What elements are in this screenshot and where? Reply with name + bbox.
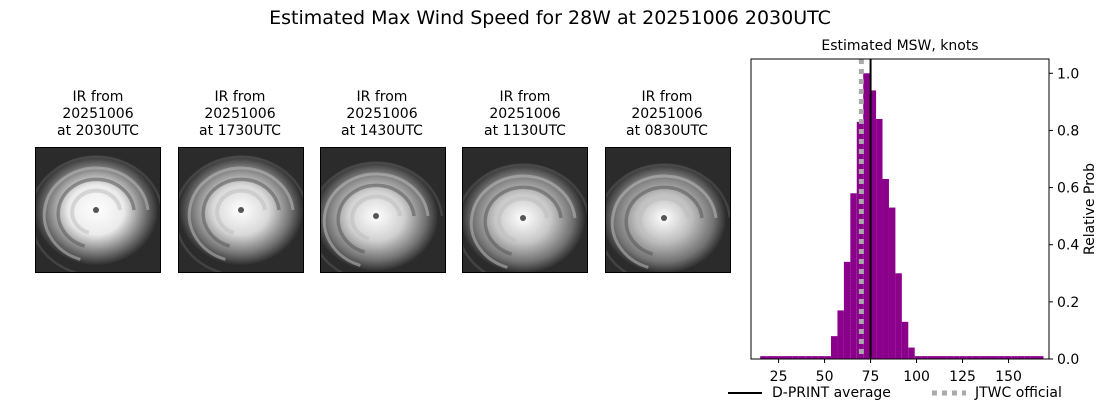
ir-image-5 xyxy=(605,147,731,273)
ir-caption-line: IR from xyxy=(499,89,551,105)
ir-caption-line: 20251006 xyxy=(346,106,418,122)
ir-caption-line: IR from xyxy=(214,89,266,105)
ir-caption-1: IR from 20251006 at 2030UTC xyxy=(28,89,168,140)
ir-caption-4: IR from 20251006 at 1130UTC xyxy=(455,89,595,140)
histogram-bar xyxy=(946,356,954,359)
histogram-bar xyxy=(850,193,857,359)
y-axis-label: Relative Prob xyxy=(1082,163,1098,255)
ir-caption-line: IR from xyxy=(356,89,408,105)
histogram-bar xyxy=(876,119,883,359)
y-tick-label: 0.6 xyxy=(1057,181,1079,197)
dotted-line-icon xyxy=(932,390,966,396)
histogram-bar xyxy=(1011,356,1018,359)
ir-caption-line: IR from xyxy=(641,89,693,105)
histogram-bar xyxy=(869,90,877,359)
x-tick-label: 50 xyxy=(816,369,834,385)
ir-caption-line: 20251006 xyxy=(631,106,703,122)
histogram-bar xyxy=(888,207,896,359)
ir-caption-line: 20251006 xyxy=(489,106,561,122)
x-tick-label: 125 xyxy=(949,369,976,385)
histogram-bar xyxy=(959,356,967,359)
ir-caption-line: at 2030UTC xyxy=(57,123,139,139)
histogram-bar xyxy=(1024,356,1031,359)
histogram-bar xyxy=(1004,356,1012,359)
histogram-bar xyxy=(818,356,825,359)
ir-caption-line: at 1130UTC xyxy=(484,123,566,139)
histogram-bar xyxy=(940,356,947,359)
histogram-bar xyxy=(798,356,806,359)
histogram-bar xyxy=(914,356,922,359)
x-tick-label: 25 xyxy=(770,369,788,385)
histogram-bar xyxy=(779,356,786,359)
legend-item-jtwc: JTWC official xyxy=(932,385,1062,401)
histogram-bar xyxy=(908,347,915,359)
histogram-bar xyxy=(953,356,960,359)
histogram-bar xyxy=(934,356,941,359)
histogram-bar xyxy=(991,356,999,359)
histogram-bar xyxy=(1017,356,1025,359)
legend-label: JTWC official xyxy=(975,385,1062,401)
histogram-bar xyxy=(785,356,793,359)
histogram-bar xyxy=(979,356,986,359)
histogram-bar xyxy=(805,356,812,359)
ir-caption-line: at 1430UTC xyxy=(341,123,423,139)
ir-caption-5: IR from 20251006 at 0830UTC xyxy=(597,89,737,140)
legend-item-dprint: D-PRINT average xyxy=(728,385,891,401)
histogram-bar xyxy=(760,356,767,359)
ir-image-4 xyxy=(462,147,588,273)
y-tick-label: 0.8 xyxy=(1057,123,1079,139)
y-tick-label: 0.4 xyxy=(1057,238,1079,254)
histogram-bar xyxy=(1037,356,1044,359)
ir-caption-line: 20251006 xyxy=(204,106,276,122)
ir-image-1 xyxy=(35,147,161,273)
x-tick-label: 100 xyxy=(903,369,930,385)
ir-image-2 xyxy=(178,147,304,273)
histogram-bar xyxy=(927,356,935,359)
histogram-bar xyxy=(1030,356,1038,359)
histogram-bar xyxy=(792,356,799,359)
histogram-bar xyxy=(811,356,819,359)
x-tick-label: 150 xyxy=(995,369,1022,385)
ir-caption-line: IR from xyxy=(72,89,124,105)
histogram-bar xyxy=(985,356,992,359)
histogram-bar xyxy=(863,73,870,360)
histogram-bar xyxy=(843,261,851,359)
ir-caption-line: 20251006 xyxy=(62,106,134,122)
histogram-bar xyxy=(901,321,909,359)
ir-caption-line: at 0830UTC xyxy=(626,123,708,139)
solid-line-icon xyxy=(728,392,762,394)
figure-title: Estimated Max Wind Speed for 28W at 2025… xyxy=(269,7,831,29)
chart-title: Estimated MSW, knots xyxy=(821,38,978,54)
ir-image-3 xyxy=(320,147,446,273)
histogram-bar xyxy=(837,310,844,359)
histogram-bar xyxy=(966,356,973,359)
y-tick-label: 1.0 xyxy=(1057,66,1079,82)
y-tick-label: 0.2 xyxy=(1057,295,1079,311)
histogram-bar xyxy=(895,273,902,359)
ir-caption-2: IR from 20251006 at 1730UTC xyxy=(170,89,310,140)
histogram-bar xyxy=(773,356,780,359)
legend-label: D-PRINT average xyxy=(772,385,891,401)
histogram-bar xyxy=(882,179,889,359)
histogram-bar xyxy=(824,356,832,359)
histogram-bar xyxy=(766,356,774,359)
y-tick-label: 0.0 xyxy=(1057,352,1079,368)
histogram-bar xyxy=(831,336,838,359)
histogram-bar xyxy=(972,356,980,359)
ir-caption-3: IR from 20251006 at 1430UTC xyxy=(312,89,452,140)
histogram-bar xyxy=(998,356,1005,359)
histogram-bar xyxy=(921,356,928,359)
plot-frame xyxy=(750,58,1050,360)
x-tick-label: 75 xyxy=(862,369,880,385)
ir-caption-line: at 1730UTC xyxy=(199,123,281,139)
